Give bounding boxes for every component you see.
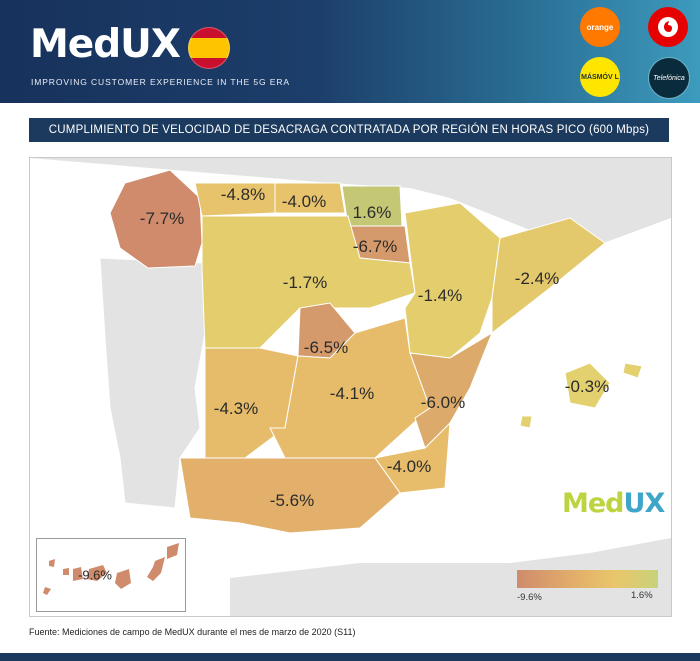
label-extremadura: -4.3% bbox=[213, 399, 259, 418]
color-scale-legend bbox=[517, 570, 658, 588]
region-cataluna bbox=[491, 217, 606, 335]
label-madrid: -6.5% bbox=[303, 338, 349, 357]
spain-flag-icon bbox=[188, 27, 230, 69]
label-galicia: -7.7% bbox=[139, 209, 185, 228]
region-aragon bbox=[404, 202, 501, 359]
header-banner: MedUX IMPROVING CUSTOMER EXPERIENCE IN T… bbox=[0, 0, 700, 103]
label-cantabria: -4.0% bbox=[281, 192, 327, 211]
label-valencia: -6.0% bbox=[420, 393, 466, 412]
canarias-inset: -9.6% bbox=[36, 538, 186, 612]
spain-region-map bbox=[30, 158, 671, 616]
source-note: Fuente: Mediciones de campo de MedUX dur… bbox=[29, 627, 356, 637]
label-pais-vasco: 1.6% bbox=[352, 203, 392, 222]
map-title: CUMPLIMIENTO DE VELOCIDAD DE DESACRAGA C… bbox=[29, 118, 669, 142]
label-asturias: -4.8% bbox=[220, 185, 266, 204]
footer-bar bbox=[0, 653, 700, 661]
label-castilla-leon: -1.7% bbox=[282, 273, 328, 292]
orange-logo-icon: orange bbox=[580, 7, 620, 47]
legend-max-label: 1.6% bbox=[631, 590, 653, 601]
vodafone-logo-icon bbox=[648, 7, 688, 47]
label-murcia: -4.0% bbox=[386, 457, 432, 476]
label-aragon: -1.4% bbox=[417, 286, 463, 305]
label-canarias: -9.6% bbox=[78, 567, 112, 583]
medux-watermark-logo: MedUX bbox=[562, 488, 665, 519]
region-cantabria bbox=[274, 182, 346, 214]
legend-min-label: -9.6% bbox=[517, 592, 542, 603]
label-baleares: -0.3% bbox=[564, 377, 610, 396]
label-cataluna: -2.4% bbox=[514, 269, 560, 288]
tagline: IMPROVING CUSTOMER EXPERIENCE IN THE 5G … bbox=[31, 77, 290, 87]
canarias-islands bbox=[43, 543, 179, 595]
region-baleares bbox=[564, 362, 611, 409]
telefonica-logo-icon: Telefónica bbox=[648, 57, 690, 99]
medux-logo: MedUX bbox=[30, 22, 181, 67]
region-andalucia bbox=[179, 457, 401, 534]
label-castilla-la-mancha: -4.1% bbox=[329, 384, 375, 403]
region-castilla-leon bbox=[201, 215, 416, 349]
region-galicia bbox=[109, 169, 203, 269]
label-la-rioja: -6.7% bbox=[352, 237, 398, 256]
label-andalucia: -5.6% bbox=[269, 491, 315, 510]
masmovil-logo-icon: MÁSMÓV L bbox=[580, 57, 620, 97]
